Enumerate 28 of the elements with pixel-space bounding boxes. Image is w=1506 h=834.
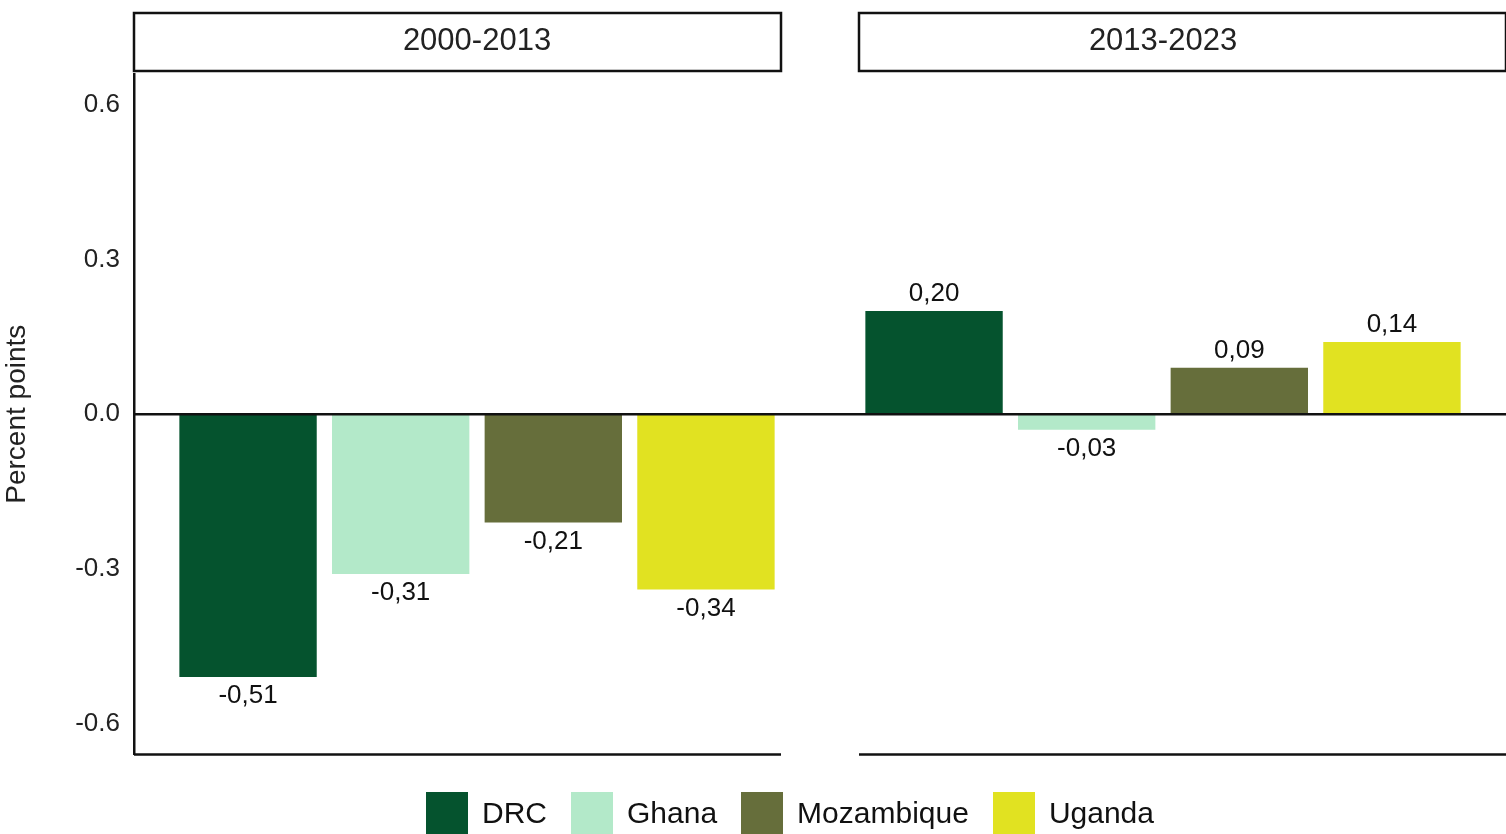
bar <box>1170 367 1308 415</box>
y-axis-title: Percent points <box>0 324 31 504</box>
bar <box>637 414 775 590</box>
bar <box>179 414 317 678</box>
y-tick-label: 0.3 <box>83 242 120 273</box>
bar <box>1018 414 1156 430</box>
y-tick-label: -0.6 <box>75 706 120 737</box>
legend-label: Mozambique <box>797 796 969 830</box>
legend-label: DRC <box>482 796 548 830</box>
x-tick-label: 2013-2023 <box>1088 21 1238 57</box>
data-label: -0,03 <box>1057 431 1117 462</box>
legend-label: Uganda <box>1048 796 1154 830</box>
data-label: 0,14 <box>1366 308 1418 339</box>
data-label: 0,09 <box>1214 333 1265 364</box>
bar <box>1323 342 1461 415</box>
x-tick-label: 2000-2013 <box>402 21 552 57</box>
bar <box>332 414 470 574</box>
bar <box>865 311 1003 415</box>
bar <box>484 414 622 523</box>
y-tick-label: 0.0 <box>83 397 120 428</box>
data-label: -0,34 <box>676 591 736 622</box>
data-label: -0,51 <box>218 679 278 710</box>
y-tick-label: -0.3 <box>75 552 120 583</box>
y-tick-label: 0.6 <box>83 88 120 119</box>
data-label: -0,21 <box>523 524 583 555</box>
data-label: 0,20 <box>908 277 960 308</box>
legend-label: Ghana <box>627 796 718 830</box>
data-label: -0,31 <box>371 576 431 607</box>
